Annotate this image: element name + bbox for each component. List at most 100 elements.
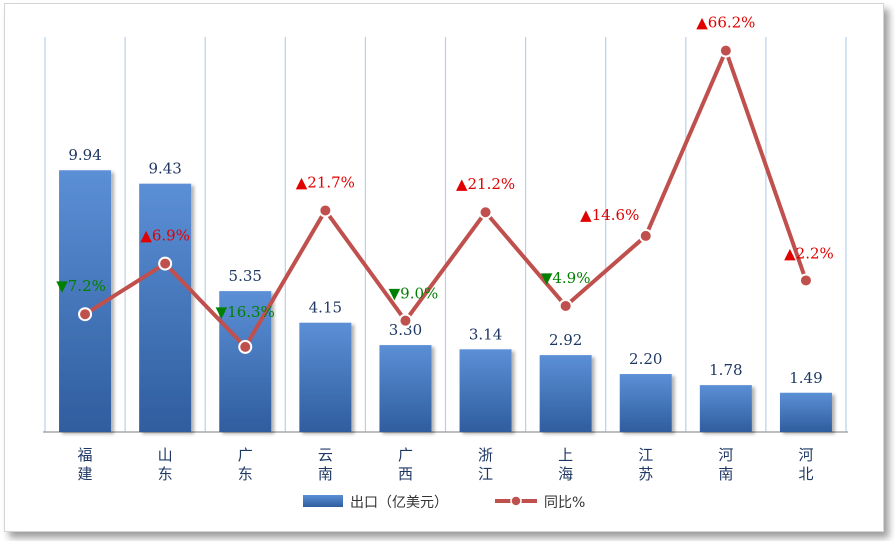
category-label-8: 河南 [718,446,733,483]
up-triangle-icon: ▲ [456,175,468,193]
down-triangle-icon: ▼ [389,285,401,303]
legend-bar-swatch [303,495,343,507]
category-label-2: 广东 [238,446,253,483]
legend-line-marker [510,495,522,507]
category-label-char: 南 [318,465,333,483]
yoy-label-4: ▼9.0% [389,285,439,303]
category-label-char: 江 [638,446,653,464]
yoy-label-6: ▼4.9% [541,269,591,287]
category-label-char: 江 [478,465,493,483]
yoy-point-8 [718,43,733,58]
up-triangle-icon: ▲ [784,244,796,262]
up-triangle-icon: ▲ [696,14,708,32]
bar-label-6: 2.92 [549,331,582,349]
line-data-labels: ▼7.2%▲6.9%▼16.3%▲21.7%▼9.0%▲21.2%▼4.9%▲1… [56,14,834,321]
down-triangle-icon: ▼ [56,277,68,295]
bar-1 [139,183,192,432]
gridlines [43,37,848,433]
yoy-point-6 [558,298,573,313]
yoy-label-text: 2.2% [796,244,834,262]
yoy-point-1 [158,256,173,271]
yoy-label-text: 6.9% [152,227,190,245]
up-triangle-icon: ▲ [140,227,152,245]
category-label-char: 云 [318,446,333,464]
bar-label-5: 3.14 [469,325,502,343]
yoy-label-7: ▲14.6% [580,206,639,224]
yoy-point-3 [318,203,333,218]
yoy-label-3: ▲21.7% [296,173,355,191]
category-label-char: 北 [798,465,813,483]
bar-label-9: 1.49 [789,369,822,387]
bar-label-2: 5.35 [229,267,262,285]
category-label-char: 东 [158,465,173,483]
yoy-label-9: ▲2.2% [784,244,834,262]
bar-label-4: 3.30 [389,321,422,339]
category-label-char: 西 [398,465,413,483]
yoy-label-8: ▲66.2% [696,14,755,32]
down-triangle-icon: ▼ [216,303,228,321]
category-label-char: 河 [718,446,733,464]
yoy-label-text: 21.2% [467,175,515,193]
legend-bar-label: 出口（亿美元） [350,495,448,511]
bar-label-3: 4.15 [309,299,342,317]
bar-data-labels: 9.94 9.43 5.35 4.15 3.30 3.14 2.92 2.20 1.78 1.49 [68,146,822,387]
category-label-char: 山 [158,446,173,464]
bar-label-0: 9.94 [68,146,101,164]
yoy-line [83,48,808,349]
category-label-char: 海 [558,465,573,483]
yoy-label-0: ▼7.2% [56,277,106,295]
category-label-char: 河 [798,446,813,464]
category-label-char: 广 [398,446,413,464]
up-triangle-icon: ▲ [580,206,592,224]
category-label-9: 河北 [798,446,813,483]
yoy-label-text: 4.9% [552,269,590,287]
category-label-char: 东 [238,465,253,483]
category-label-char: 上 [558,446,573,464]
bar-5 [459,349,512,432]
yoy-label-1: ▲6.9% [140,227,190,245]
yoy-point-2 [238,339,253,354]
yoy-label-text: 66.2% [708,14,756,32]
legend: 出口（亿美元） 同比% [303,495,585,511]
bar-6 [539,355,592,432]
category-label-char: 福 [78,446,93,464]
yoy-point-4 [398,313,413,328]
category-label-char: 浙 [478,446,493,464]
category-label-char: 广 [238,446,253,464]
category-label-0: 福建 [78,446,93,483]
yoy-label-text: 9.0% [400,285,438,303]
category-label-char: 苏 [638,465,653,483]
line-series [78,43,813,354]
bar-4 [379,345,432,432]
category-label-7: 江苏 [638,446,653,483]
yoy-label-5: ▲21.2% [456,175,515,193]
yoy-point-9 [798,273,813,288]
category-label-char: 南 [718,465,733,483]
category-label-3: 云南 [318,446,333,483]
bar-label-1: 9.43 [148,160,181,178]
yoy-label-text: 14.6% [592,206,640,224]
category-label-6: 上海 [558,446,573,483]
yoy-label-2: ▼16.3% [216,303,275,321]
yoy-label-text: 21.7% [307,173,355,191]
bar-7 [619,374,672,432]
up-triangle-icon: ▲ [296,173,308,191]
bar-8 [699,385,752,432]
bar-3 [299,322,352,432]
down-triangle-icon: ▼ [541,269,553,287]
category-label-5: 浙江 [478,446,493,483]
category-label-char: 建 [78,465,93,483]
category-label-1: 山东 [158,446,173,483]
yoy-point-7 [638,228,653,243]
bar-label-8: 1.78 [709,361,742,379]
legend-line-label: 同比% [544,495,585,511]
yoy-label-text: 16.3% [227,303,275,321]
bar-label-7: 2.20 [629,350,662,368]
yoy-point-0 [78,307,93,322]
yoy-point-5 [478,205,493,220]
category-label-4: 广西 [398,446,413,483]
bar-9 [779,392,832,432]
yoy-label-text: 7.2% [68,277,106,295]
